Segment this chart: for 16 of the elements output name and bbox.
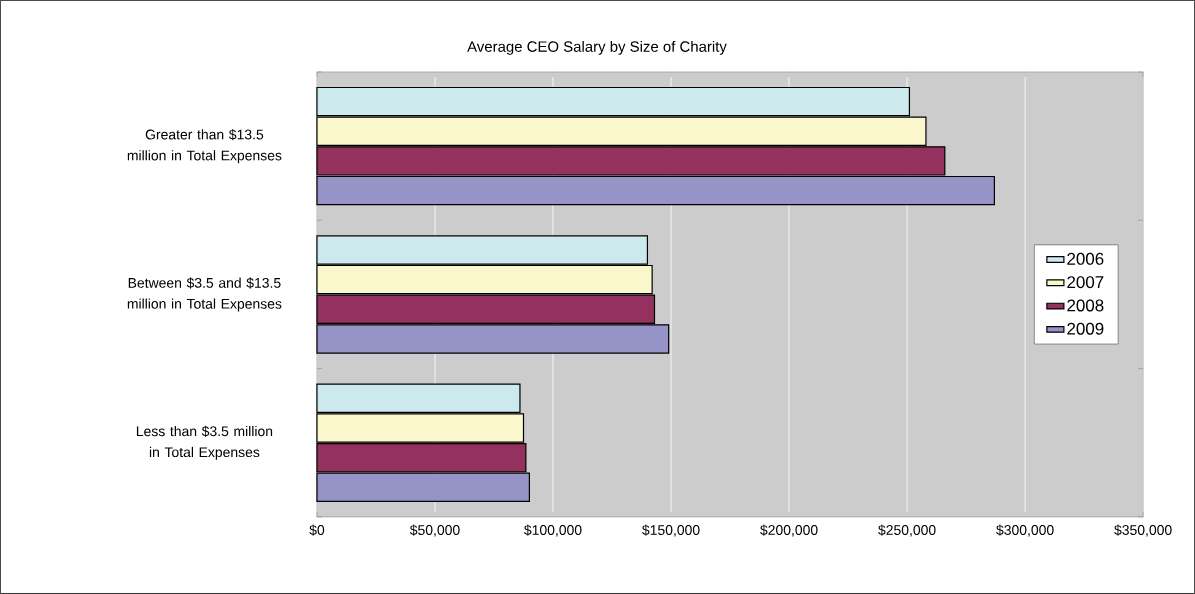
legend-label: 2006	[1067, 252, 1104, 265]
legend-label: 2009	[1067, 322, 1104, 335]
x-tick-label: $0	[309, 524, 325, 536]
legend-label: 2007	[1067, 276, 1104, 289]
x-tick-label: $350,000	[1114, 524, 1172, 537]
x-tick-label: $50,000	[409, 524, 460, 537]
y-tick-label: Less than $3.5 million in Total Expenses	[136, 425, 273, 460]
y-tick-label: Between $3.5 and $13.5 million in Total Expenses	[127, 277, 282, 312]
x-tick-label: $300,000	[996, 524, 1054, 537]
y-tick-label: Greater than $13.5 million in Total Expenses	[127, 129, 282, 164]
legend-label: 2008	[1067, 299, 1104, 312]
chart-title: Average CEO Salary by Size of Charity	[467, 40, 727, 55]
x-tick-label: $200,000	[760, 524, 818, 537]
x-tick-label: $100,000	[524, 524, 582, 537]
x-tick-label: $250,000	[878, 524, 936, 537]
x-tick-label: $150,000	[642, 524, 700, 537]
